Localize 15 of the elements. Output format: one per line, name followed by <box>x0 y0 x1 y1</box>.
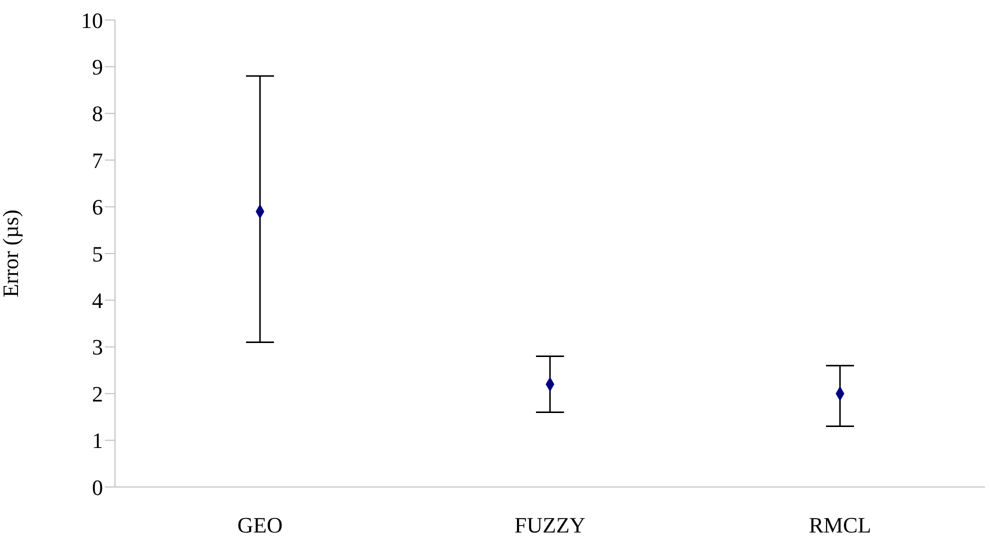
x-tick-label: RMCL <box>808 512 872 538</box>
y-tick-label: 1 <box>92 428 103 454</box>
y-tick-label: 9 <box>92 54 103 80</box>
y-tick-label: 5 <box>92 241 103 266</box>
y-tick-label: 8 <box>92 101 103 126</box>
x-tick-label: GEO <box>237 512 283 538</box>
y-axis-title: Error (µs) <box>0 210 23 298</box>
y-tick-label: 4 <box>92 288 103 314</box>
y-tick-label: 7 <box>92 148 103 173</box>
y-tick-label: 10 <box>81 8 103 33</box>
y-tick-label: 6 <box>92 194 103 220</box>
y-tick-label: 2 <box>92 381 103 406</box>
y-tick-label: 0 <box>92 474 103 500</box>
x-tick-label: FUZZY <box>514 512 586 538</box>
y-tick-label: 3 <box>92 334 103 360</box>
